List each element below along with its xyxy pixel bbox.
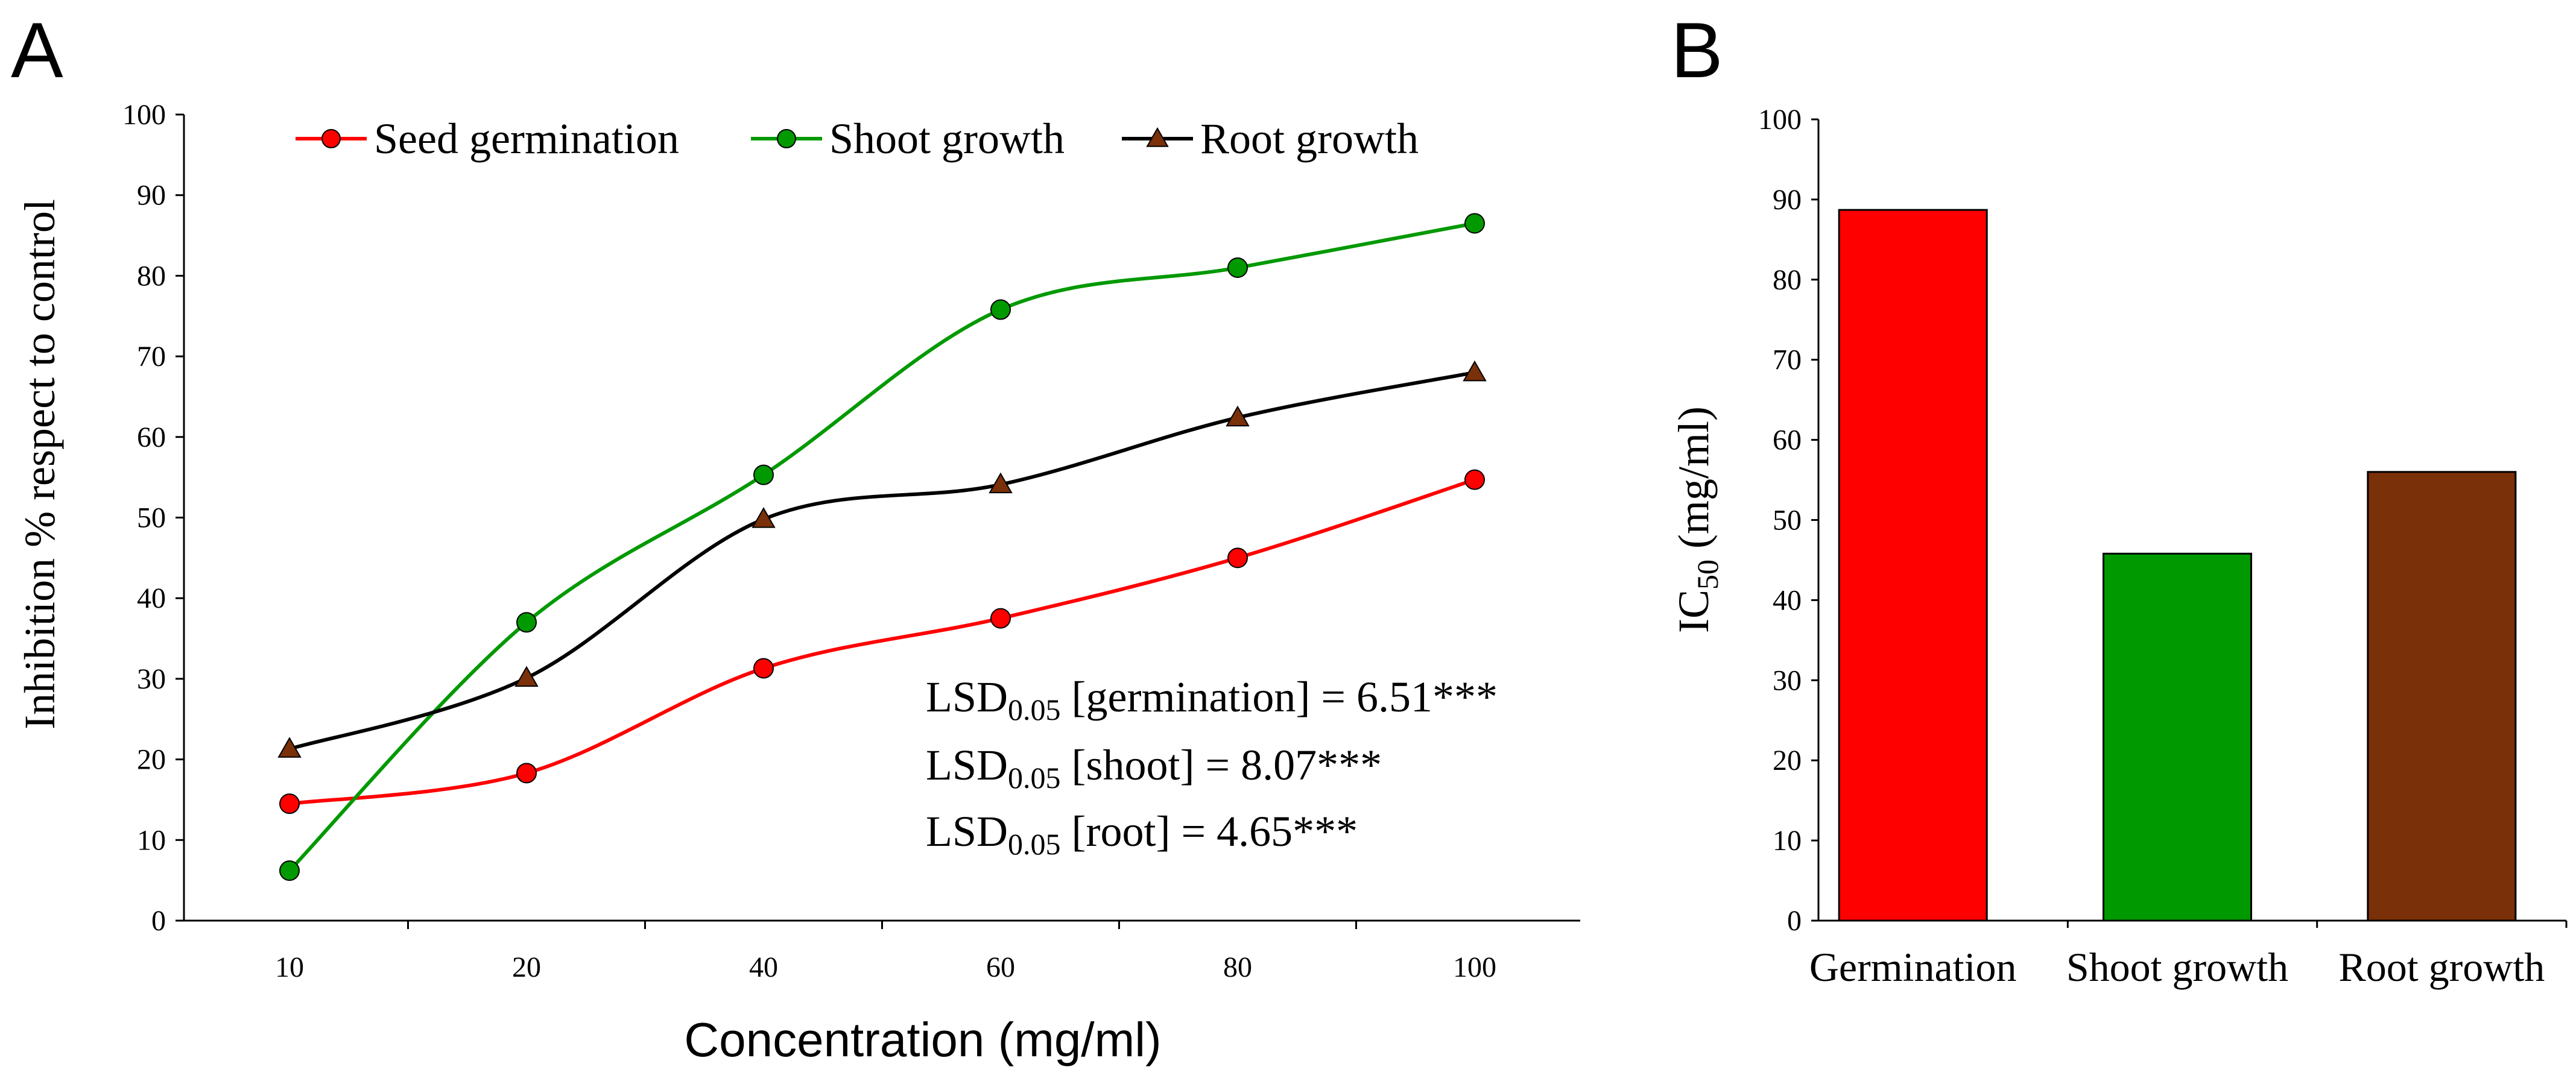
legend-label: Seed germination	[374, 115, 679, 163]
y-tick-label: 50	[137, 502, 166, 534]
y-tick-label: 70	[137, 341, 166, 373]
x-tick-label: Shoot growth	[2066, 944, 2288, 990]
lsd-line: LSD0.05 [shoot] = 8.07***	[926, 741, 1382, 795]
y-tick-label: 50	[1773, 505, 1802, 537]
data-point-triangle	[277, 737, 302, 758]
y-tick-label: 20	[137, 744, 166, 776]
legend-marker	[321, 129, 341, 148]
y-tick-label: 80	[137, 260, 166, 292]
data-point-triangle	[514, 666, 539, 687]
data-point-circle	[990, 299, 1011, 320]
x-tick-label: 20	[512, 951, 541, 983]
legend-marker	[777, 129, 796, 148]
line-chart-x-label: Concentration (mg/ml)	[684, 1013, 1161, 1067]
y-tick-label: 90	[137, 180, 166, 212]
x-tick-label: 80	[1223, 951, 1252, 983]
data-point-circle	[1227, 257, 1248, 279]
line-chart-y-label: Inhibition % respect to control	[16, 199, 64, 729]
panel-b-label: B	[1671, 6, 1723, 94]
data-point-triangle	[752, 507, 776, 528]
y-tick-label: 40	[1773, 584, 1802, 616]
y-tick-label: 10	[137, 824, 166, 856]
y-tick-label: 30	[137, 663, 166, 695]
bar-chart-y-label: IC50 (mg/ml)	[1669, 406, 1724, 633]
lsd-line: LSD0.05 [root] = 4.65***	[926, 807, 1358, 861]
data-point-circle	[279, 860, 300, 881]
x-tick-label: 100	[1453, 951, 1496, 983]
x-tick-label: Germination	[1809, 944, 2017, 990]
y-tick-label: 100	[122, 99, 166, 131]
line-chart-y-ticks: 0 10 20 30 40 50 60 70 80 90 100	[122, 99, 184, 937]
bar-chart: 0 10 20 30 40 50 60 70 80 90 100 Germination Shoot …	[1669, 104, 2568, 990]
data-point-circle	[753, 464, 774, 485]
bar-germination	[1838, 209, 1988, 922]
y-tick-label: 20	[1773, 745, 1802, 777]
y-tick-label: 30	[1773, 664, 1802, 696]
x-tick-label: 10	[275, 951, 304, 983]
bar-chart-y-ticks: 0 10 20 30 40 50 60 70 80 90 100	[1758, 104, 1818, 937]
data-point-circle	[516, 763, 537, 784]
data-point-circle	[990, 608, 1011, 629]
data-point-triangle	[1226, 405, 1250, 427]
lsd-annotations: LSD0.05 [germination] = 6.51*** LSD0.05 […	[926, 673, 1498, 861]
series-line-0	[289, 477, 1475, 806]
series-line-2	[289, 370, 1475, 751]
line-chart-legend: Seed germination Shoot growth Root growth	[296, 115, 1419, 163]
lsd-line: LSD0.05 [germination] = 6.51***	[926, 673, 1498, 726]
y-tick-label: 40	[137, 582, 166, 614]
y-tick-label: 0	[151, 905, 166, 937]
line-chart-axes	[183, 115, 1580, 922]
bar-shoot-growth	[2103, 552, 2252, 922]
bar-root-growth	[2367, 471, 2517, 922]
y-tick-label: 80	[1773, 264, 1802, 296]
legend-label: Root growth	[1200, 115, 1419, 163]
data-point-circle	[516, 612, 537, 633]
x-tick-label: Root growth	[2338, 944, 2545, 990]
line-chart-x-ticks: 10 20 40 60 80 100	[275, 921, 1496, 983]
y-tick-label: 70	[1773, 344, 1802, 376]
data-point-circle	[753, 658, 774, 679]
data-point-circle	[1227, 547, 1248, 569]
y-tick-label: 0	[1787, 905, 1802, 937]
series-line-1	[288, 221, 1475, 872]
y-tick-label: 100	[1758, 104, 1802, 136]
y-tick-label: 90	[1773, 184, 1802, 216]
y-tick-label: 60	[1773, 424, 1802, 456]
data-point-triangle	[1463, 360, 1487, 382]
panel-a-label: A	[11, 6, 63, 94]
data-point-triangle	[989, 472, 1013, 494]
x-tick-label: 40	[749, 951, 778, 983]
data-point-circle	[1464, 469, 1485, 490]
legend-marker	[1146, 127, 1169, 147]
bar-chart-bars	[1838, 209, 2517, 922]
legend-label: Shoot growth	[829, 115, 1065, 163]
line-chart-series	[277, 213, 1487, 881]
x-tick-label: 60	[986, 951, 1015, 983]
y-tick-label: 60	[137, 421, 166, 453]
bar-chart-x-ticks: Germination Shoot growth Root growth	[1809, 921, 2568, 990]
data-point-circle	[279, 793, 300, 815]
y-tick-label: 10	[1773, 825, 1802, 857]
data-point-circle	[1464, 213, 1485, 234]
line-chart: 0 10 20 30 40 50 60 70 80 90 100 10 20 40 60 80 100 See…	[16, 99, 1580, 1067]
